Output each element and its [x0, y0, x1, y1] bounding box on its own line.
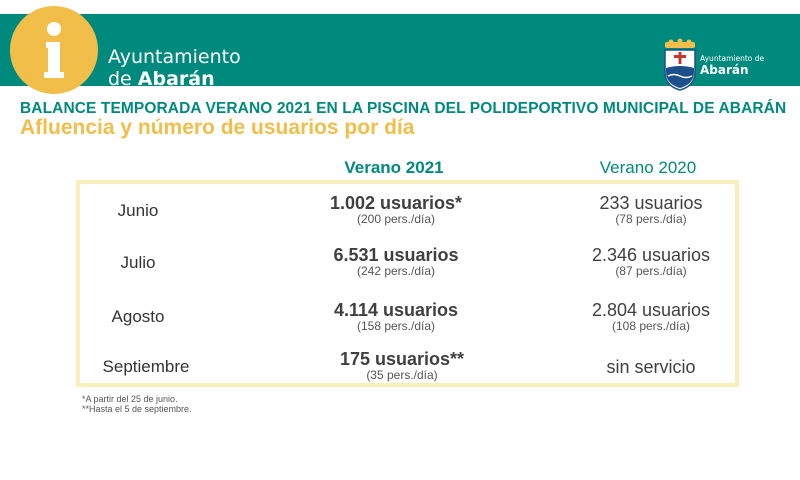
org-name-line1: Ayuntamiento — [108, 46, 241, 68]
row-month-junio: Junio — [117, 201, 159, 220]
footnote-2: **Hasta el 5 de septiembre. — [82, 404, 192, 414]
page-title: BALANCE TEMPORADA VERANO 2021 EN LA PISC… — [20, 100, 787, 117]
row-2020-julio: 2.346 usuarios (87 pers./día) — [541, 245, 761, 278]
coat-of-arms-icon — [664, 38, 696, 91]
page-subtitle: Afluencia y número de usuarios por día — [20, 116, 415, 139]
row-2020-agosto: 2.804 usuarios (108 pers./día) — [541, 300, 761, 333]
value-2021-daily: (35 pers./día) — [366, 368, 438, 382]
row-2021-junio: 1.002 usuarios* (200 pers./día) — [286, 193, 506, 226]
row-month-septiembre: Septiembre — [102, 357, 190, 376]
logo-text-small: Ayuntamiento de — [700, 54, 765, 63]
org-name-bold: Abarán — [137, 68, 215, 90]
info-badge — [10, 6, 98, 94]
value-2021: 6.531 usuarios — [333, 245, 459, 265]
column-header-2021: Verano 2021 — [344, 158, 444, 177]
info-icon — [44, 22, 64, 78]
value-2020-daily: (87 pers./día) — [615, 264, 687, 278]
value-2020: 2.346 usuarios — [591, 245, 711, 265]
logo-text: Ayuntamiento de Abarán — [700, 54, 764, 77]
row-2020-septiembre: sin servicio — [541, 357, 761, 377]
organization-name: Ayuntamiento de Abarán — [108, 46, 241, 90]
org-name-prefix: de — [108, 68, 138, 90]
row-2020-junio: 233 usuarios (78 pers./día) — [541, 193, 761, 226]
value-2020: sin servicio — [606, 357, 696, 377]
row-month-julio: Julio — [120, 253, 156, 272]
column-header-2020: Verano 2020 — [599, 158, 697, 177]
value-2021-daily: (200 pers./día) — [356, 212, 436, 226]
value-2021-daily: (242 pers./día) — [356, 264, 436, 278]
value-2020: 2.804 usuarios — [591, 300, 711, 320]
row-month-agosto: Agosto — [111, 307, 165, 326]
header-band: Ayuntamiento de Abarán Ayuntamiento de A… — [0, 14, 800, 91]
org-name-line2: de Abarán — [108, 68, 215, 90]
value-2020-daily: (78 pers./día) — [615, 212, 687, 226]
value-2020: 233 usuarios — [599, 193, 703, 213]
footnotes: *A partir del 25 de junio. **Hasta el 5 … — [82, 394, 192, 414]
row-2021-julio: 6.531 usuarios (242 pers./día) — [286, 245, 506, 278]
logo-text-big: Abarán — [700, 63, 749, 77]
value-2021-daily: (158 pers./día) — [356, 319, 436, 333]
footnote-1: *A partir del 25 de junio. — [82, 394, 178, 404]
value-2021: 175 usuarios** — [339, 349, 465, 369]
value-2021: 1.002 usuarios* — [329, 193, 463, 213]
stats-table — [76, 180, 739, 387]
value-2020-daily: (108 pers./día) — [611, 319, 691, 333]
row-2021-agosto: 4.114 usuarios (158 pers./día) — [286, 300, 506, 333]
value-2021: 4.114 usuarios — [333, 300, 459, 320]
row-2021-septiembre: 175 usuarios** (35 pers./día) — [292, 349, 512, 382]
